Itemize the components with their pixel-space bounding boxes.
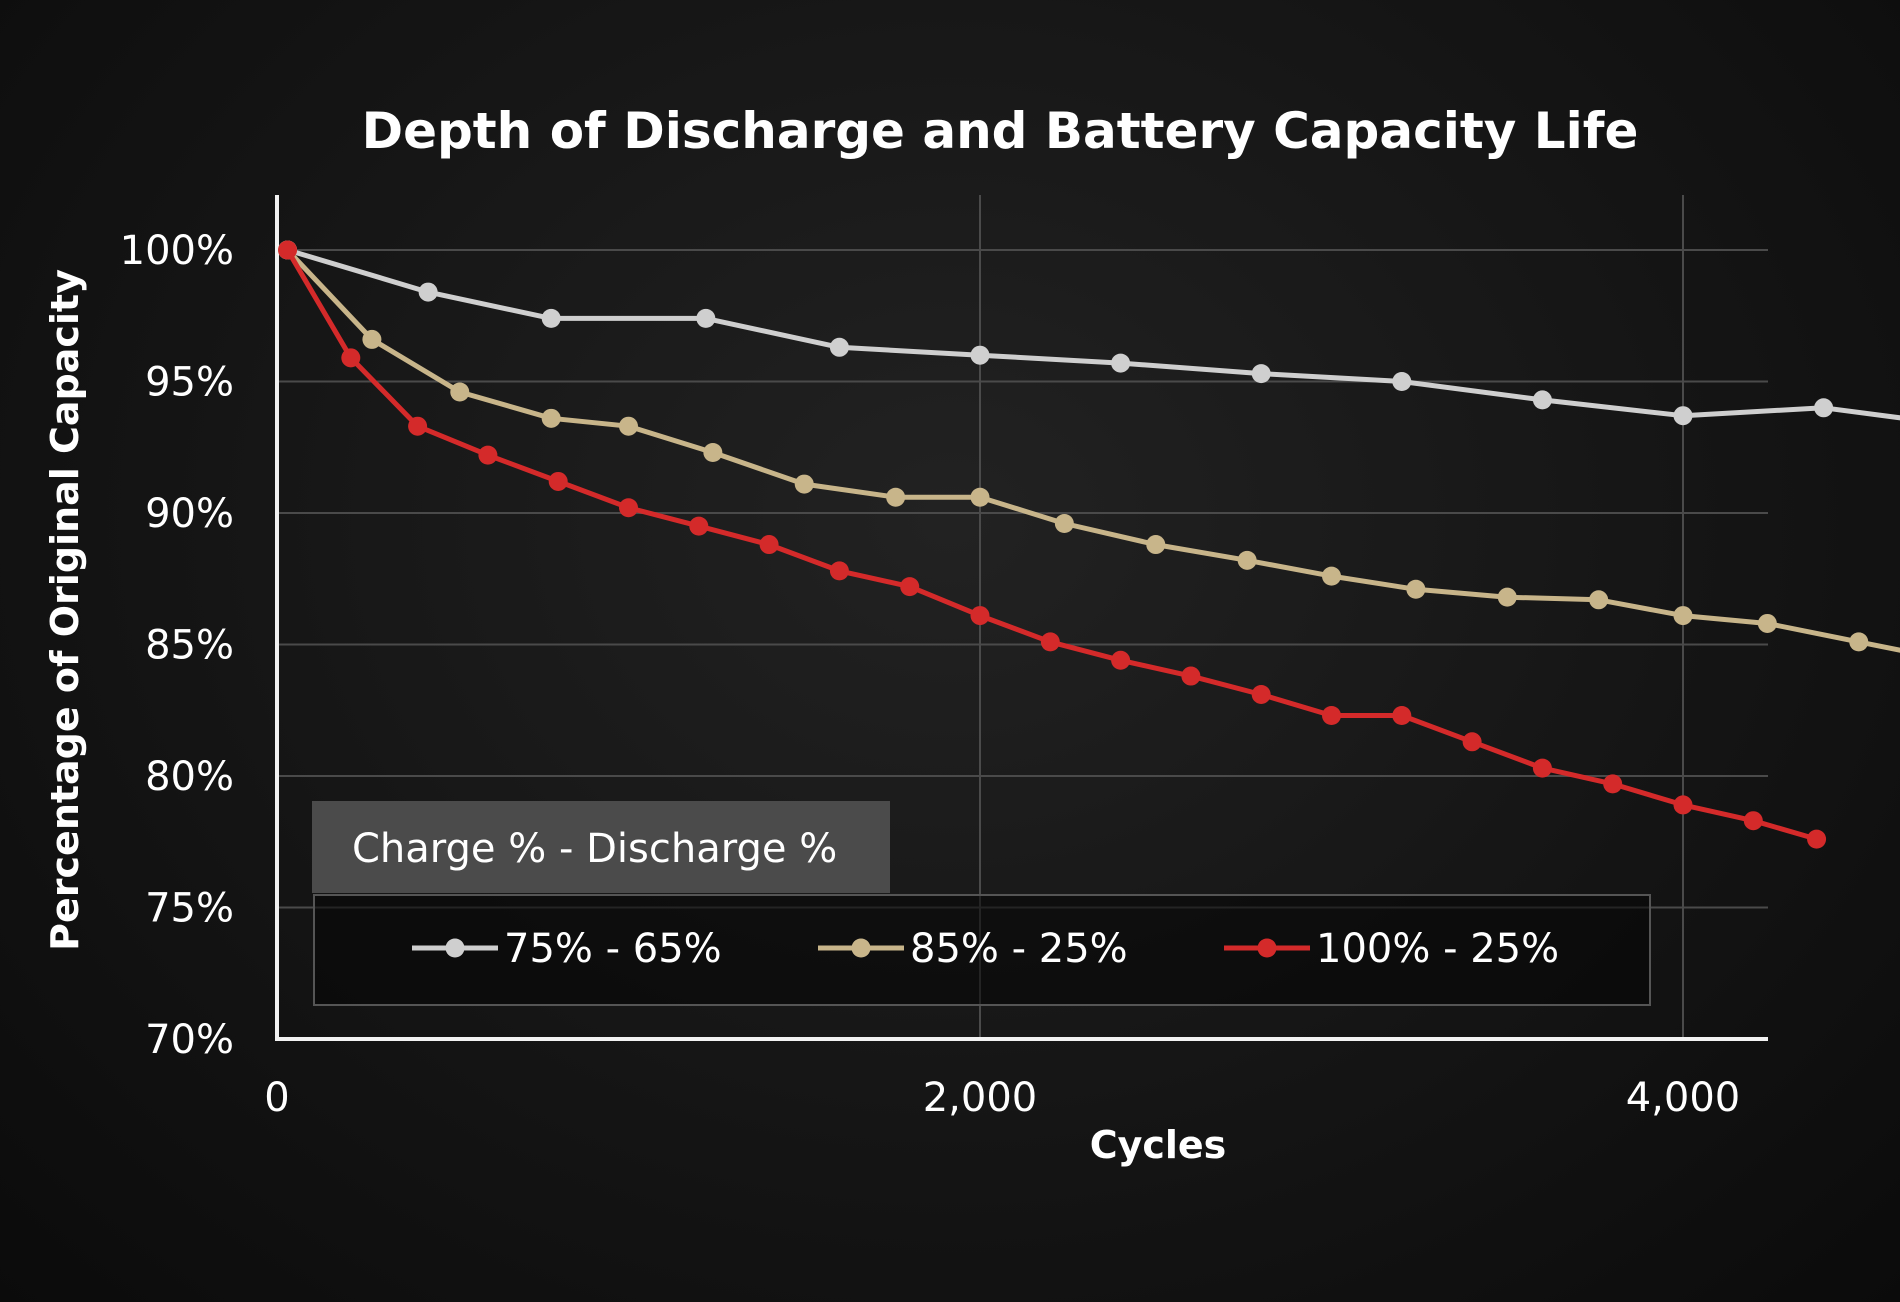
y-tick-label: 85% [145, 623, 234, 669]
data-point [1322, 706, 1341, 726]
data-point [1146, 535, 1166, 555]
data-point [1392, 706, 1412, 726]
data-point [696, 308, 716, 328]
data-point [1532, 758, 1552, 778]
data-point [794, 474, 814, 494]
data-point [1462, 732, 1482, 752]
data-point [1237, 550, 1257, 570]
grid [277, 195, 1768, 1039]
x-axis-title: Cycles [1090, 1123, 1227, 1167]
data-point [1040, 632, 1060, 652]
legend-entry: 75% - 65% [412, 926, 722, 972]
legend-swatch-marker [445, 938, 465, 958]
legend-entries: 75% - 65% 85% - 25% 100% - 25% [412, 926, 1559, 972]
x-tick-label: 2,000 [923, 1075, 1038, 1121]
legend-swatch-marker [851, 938, 871, 958]
legend-label: 100% - 25% [1316, 926, 1559, 972]
y-tick-label: 95% [145, 360, 234, 406]
data-point [362, 329, 382, 349]
y-tick-label: 75% [145, 886, 234, 932]
x-tick-label: 4,000 [1626, 1075, 1741, 1121]
data-point [1111, 650, 1131, 670]
data-point [341, 348, 361, 368]
series-3 [278, 240, 1827, 849]
axes [275, 195, 1768, 1041]
data-point [1497, 587, 1517, 607]
y-tick-label: 90% [145, 491, 234, 537]
data-point [1054, 514, 1074, 534]
data-point [829, 561, 849, 581]
data-point [1111, 353, 1131, 373]
y-tick-label: 70% [145, 1017, 234, 1063]
series-line [285, 247, 1900, 653]
legend: Charge % - Discharge % 75% - 65% 85% - 25… [312, 801, 1651, 1006]
series-2 [278, 240, 1900, 653]
data-point [1743, 811, 1763, 831]
data-point [1757, 613, 1777, 633]
data-point [829, 337, 849, 357]
legend-label: 85% - 25% [910, 926, 1128, 972]
data-point [1807, 829, 1827, 849]
y-tick-label: 80% [145, 754, 234, 800]
data-point [619, 416, 638, 436]
data-point [1392, 372, 1412, 391]
series-line [285, 247, 1900, 421]
data-point [1532, 390, 1552, 410]
legend-entry: 85% - 25% [818, 926, 1128, 972]
data-point [541, 308, 561, 328]
series-line [285, 247, 1820, 842]
data-point [689, 516, 709, 536]
data-point [970, 345, 990, 365]
data-point [450, 382, 470, 402]
data-point [478, 445, 498, 465]
data-point [900, 577, 920, 597]
data-point [541, 408, 561, 428]
data-point [418, 282, 438, 302]
y-axis-title: Percentage of Original Capacity [43, 269, 87, 951]
y-tick-label: 100% [120, 228, 234, 274]
legend-title: Charge % - Discharge % [352, 826, 837, 872]
legend-label: 75% - 65% [504, 926, 722, 972]
legend-swatch-marker [1257, 938, 1277, 958]
data-point [970, 487, 990, 507]
x-tick-label: 0 [264, 1075, 289, 1121]
data-point [970, 606, 990, 626]
data-point [1849, 632, 1869, 652]
data-point [1251, 684, 1271, 704]
legend-title-box [312, 801, 890, 893]
data-point [759, 535, 779, 555]
data-point [1673, 606, 1693, 626]
data-point [548, 471, 568, 491]
legend-entry: 100% - 25% [1224, 926, 1559, 972]
data-point [1406, 579, 1426, 599]
chart-title: Depth of Discharge and Battery Capacity … [362, 102, 1639, 160]
data-point [1181, 666, 1201, 686]
data-point [1251, 364, 1271, 384]
tick-labels: 70%75%80%85%90%95%100%02,0004,0006,0008,… [120, 228, 1741, 1121]
data-point [1814, 398, 1834, 418]
series-1 [278, 240, 1900, 426]
data-point [1673, 795, 1693, 815]
data-point [619, 498, 638, 518]
data-point [278, 240, 298, 260]
data-point [886, 487, 906, 507]
data-point [1322, 566, 1341, 586]
series [278, 240, 1900, 849]
legend-box [313, 894, 1651, 1006]
data-point [1589, 590, 1609, 610]
data-point [408, 416, 428, 436]
data-point [1673, 406, 1693, 426]
data-point [1603, 774, 1623, 794]
data-point [703, 443, 723, 463]
